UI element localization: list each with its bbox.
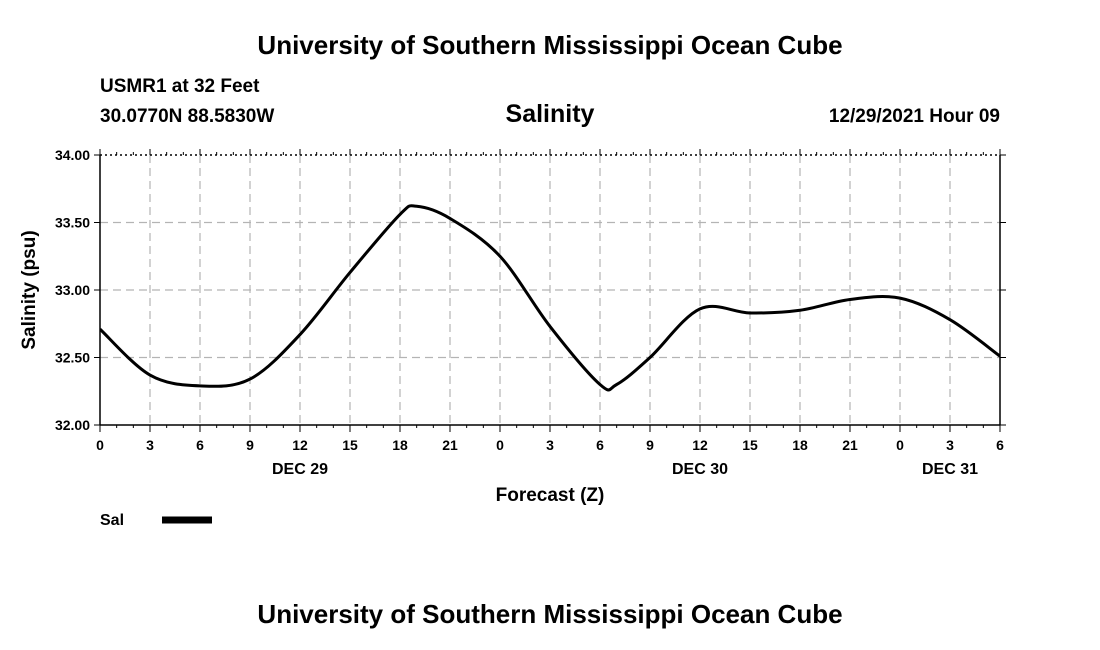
x-tick-label: 12 [692, 437, 708, 453]
x-tick-label: 21 [442, 437, 458, 453]
y-tick-label: 32.00 [55, 417, 90, 433]
chart-title: Salinity [505, 100, 595, 128]
grid [100, 155, 1000, 425]
x-tick-label: 6 [596, 437, 604, 453]
axes [94, 149, 1006, 432]
series-layer [100, 204, 1000, 392]
x-tick-label: 0 [496, 437, 504, 453]
y-tick-label: 32.50 [55, 350, 90, 366]
footer-title: University of Southern Mississippi Ocean… [257, 599, 843, 629]
y-tick-label: 33.50 [55, 215, 90, 231]
x-tick-label: 21 [842, 437, 858, 453]
x-tick-label: 15 [742, 437, 758, 453]
x-tick-label: 6 [196, 437, 204, 453]
legend: Sal [100, 512, 212, 529]
axis-labels: 32.00 32.50 33.00 33.50 34.00 0 3 6 9 12 15 18 21 0 3 6… [19, 147, 1004, 506]
date-label: DEC 29 [272, 461, 328, 478]
date-label: DEC 30 [672, 461, 728, 478]
series-line-sal [100, 204, 1000, 392]
station-coordinates: 30.0770N 88.5830W [100, 106, 275, 127]
x-tick-label: 18 [792, 437, 808, 453]
date-label: DEC 31 [922, 461, 978, 478]
y-tick-label: 34.00 [55, 147, 90, 163]
x-axis-title: Forecast (Z) [496, 485, 605, 506]
x-tick-label: 18 [392, 437, 408, 453]
station-label: USMR1 at 32 Feet [100, 76, 260, 97]
x-tick-label: 12 [292, 437, 308, 453]
x-tick-label: 15 [342, 437, 358, 453]
x-tick-label: 0 [96, 437, 104, 453]
x-tick-label: 3 [946, 437, 954, 453]
page-title: University of Southern Mississippi Ocean… [257, 30, 843, 60]
y-tick-label: 33.00 [55, 282, 90, 298]
x-tick-label: 9 [246, 437, 254, 453]
legend-label: Sal [100, 512, 124, 529]
y-axis-title: Salinity (psu) [19, 230, 40, 349]
x-tick-label: 3 [546, 437, 554, 453]
x-tick-label: 6 [996, 437, 1004, 453]
x-tick-label: 0 [896, 437, 904, 453]
x-tick-label: 9 [646, 437, 654, 453]
forecast-datetime: 12/29/2021 Hour 09 [828, 106, 1000, 127]
x-tick-label: 3 [146, 437, 154, 453]
